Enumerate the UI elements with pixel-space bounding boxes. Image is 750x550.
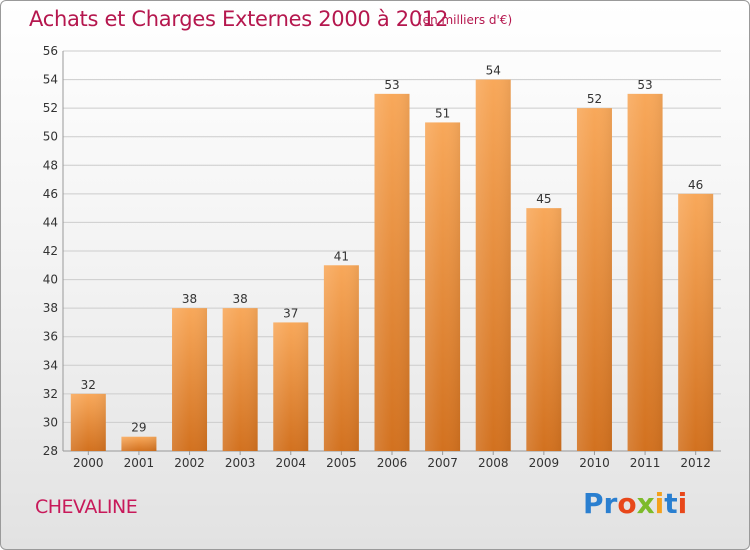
y-tick-label: 54 xyxy=(43,73,58,87)
x-tick-label: 2007 xyxy=(427,456,458,470)
bar-shine xyxy=(425,122,461,451)
bar-layer xyxy=(70,79,714,452)
data-label: 54 xyxy=(486,64,501,78)
data-label: 45 xyxy=(536,192,551,206)
data-label: 41 xyxy=(334,249,349,263)
bar-shine xyxy=(576,108,612,452)
data-label: 32 xyxy=(81,378,96,392)
logo-letter: x xyxy=(636,487,655,520)
data-label: 53 xyxy=(384,78,399,92)
x-tick-label: 2003 xyxy=(225,456,256,470)
bar-shine xyxy=(526,208,562,451)
y-tick-label: 56 xyxy=(43,44,58,58)
x-tick-label: 2009 xyxy=(529,456,560,470)
logo-letter: i xyxy=(654,487,665,520)
y-tick-label: 42 xyxy=(43,244,58,258)
y-tick-label: 52 xyxy=(43,101,58,115)
y-tick-label: 32 xyxy=(43,387,58,401)
bar-shine xyxy=(172,308,208,451)
x-tick-label: 2001 xyxy=(124,456,155,470)
logo-letter: t xyxy=(664,487,678,520)
y-tick-label: 50 xyxy=(43,130,58,144)
x-tick-label: 2011 xyxy=(630,456,661,470)
x-tick-label: 2010 xyxy=(579,456,610,470)
x-tick-label: 2000 xyxy=(73,456,104,470)
bar-shine xyxy=(627,93,663,451)
data-label: 53 xyxy=(637,78,652,92)
proxiti-logo[interactable]: Proxiti xyxy=(583,487,687,520)
data-label: 38 xyxy=(233,292,248,306)
y-tick-label: 28 xyxy=(43,444,58,458)
x-tick-label: 2002 xyxy=(174,456,205,470)
y-tick-label: 40 xyxy=(43,273,58,287)
bar-shine xyxy=(121,436,157,451)
logo-letter: r xyxy=(603,487,618,520)
data-label: 37 xyxy=(283,306,298,320)
bar-shine xyxy=(222,308,258,451)
bar-shine xyxy=(70,393,106,451)
x-tick-label: 2005 xyxy=(326,456,357,470)
x-tick-label: 2008 xyxy=(478,456,509,470)
bar-shine xyxy=(273,322,309,451)
label-layer: 32 29 38 38 37 41 53 51 54 45 52 53 46 xyxy=(81,64,704,435)
bar-shine xyxy=(323,265,359,451)
logo-letter: i xyxy=(677,487,688,520)
bar-shine xyxy=(475,79,511,452)
chart-subtitle: (en milliers d'€) xyxy=(418,13,513,27)
y-tick-label: 30 xyxy=(43,415,58,429)
y-tick-label: 48 xyxy=(43,158,58,172)
y-tick-label: 46 xyxy=(43,187,58,201)
data-label: 38 xyxy=(182,292,197,306)
y-tick-label: 38 xyxy=(43,301,58,315)
x-tick-label: 2012 xyxy=(680,456,711,470)
logo-letter: o xyxy=(617,487,637,520)
y-tick-label: 34 xyxy=(43,358,58,372)
logo-letter: P xyxy=(583,487,604,520)
commune-name: CHEVALINE xyxy=(35,496,138,518)
x-tick-label: 2006 xyxy=(377,456,408,470)
data-label: 29 xyxy=(131,421,146,435)
y-tick-label: 44 xyxy=(43,215,58,229)
bar-shine xyxy=(374,93,410,451)
x-tick-label: 2004 xyxy=(275,456,306,470)
y-tick-label: 36 xyxy=(43,330,58,344)
chart-title: Achats et Charges Externes 2000 à 2012 xyxy=(29,7,449,31)
bar-shine xyxy=(678,193,714,451)
data-label: 52 xyxy=(587,92,602,106)
data-label: 46 xyxy=(688,178,703,192)
data-label: 51 xyxy=(435,106,450,120)
